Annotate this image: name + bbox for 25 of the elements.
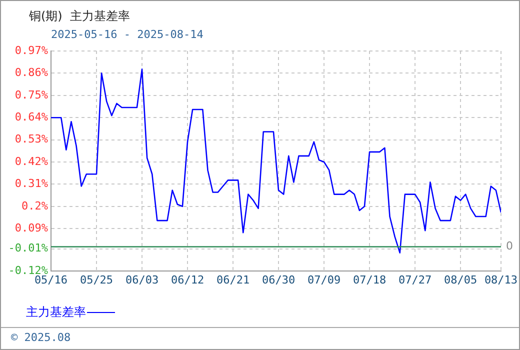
x-tick-label: 05/25: [80, 273, 114, 286]
chart-title: 铜(期) 主力基差率: [29, 8, 130, 25]
x-tick-label: 07/27: [398, 273, 432, 286]
ref-line-label: 0: [506, 240, 513, 253]
y-tick-label: 0.53%: [14, 132, 48, 146]
y-tick-label: -0.01%: [8, 242, 48, 255]
x-tick-label: 06/12: [170, 273, 204, 286]
x-tick-label: 06/21: [216, 273, 250, 286]
y-tick-label: 0.64%: [14, 110, 48, 124]
y-tick-label: 0.09%: [14, 221, 48, 234]
chart-subtitle: 2025-05-16 - 2025-08-14: [51, 28, 204, 41]
y-tick-label: 0.86%: [14, 66, 48, 80]
text: © 2025.08: [1, 327, 519, 347]
y-tick-label: 0.42%: [14, 154, 48, 168]
x-tick-label: 07/18: [352, 273, 386, 286]
x-tick-label: 06/03: [125, 273, 159, 286]
x-tick-label: 06/30: [262, 273, 296, 286]
x-tick-label: 07/09: [307, 273, 341, 286]
y-tick-label: 0.97%: [14, 44, 48, 57]
legend-label: 主力基差率: [26, 305, 86, 319]
y-tick-label: 0.2%: [22, 199, 48, 212]
x-tick-label: 08/13: [484, 273, 518, 286]
y-tick-label: 0.31%: [14, 177, 48, 190]
x-tick-label: 08/05: [444, 273, 478, 286]
y-tick-label: 0.75%: [14, 88, 48, 102]
